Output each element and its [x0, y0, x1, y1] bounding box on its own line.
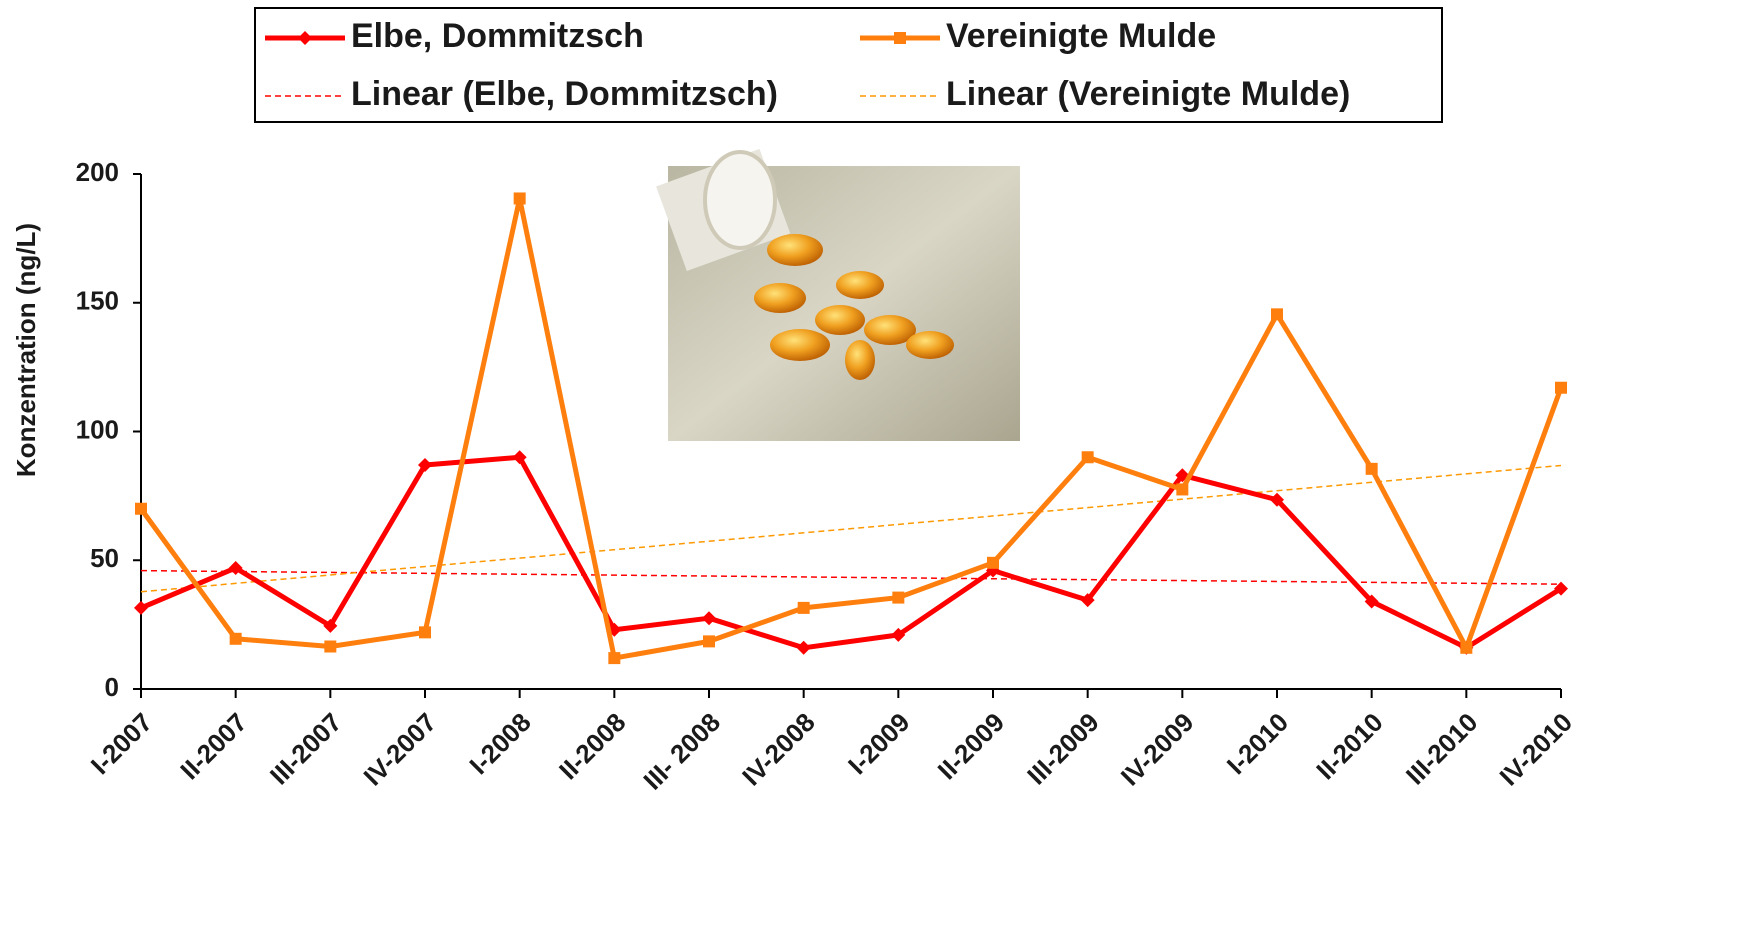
x-tick-label: IV-2009 — [1115, 707, 1200, 792]
x-tick-label: I-2007 — [85, 707, 158, 780]
marker — [229, 632, 242, 645]
x-tick-label: II-2010 — [1310, 707, 1388, 785]
y-tick-label: 200 — [76, 157, 119, 187]
marker — [1555, 381, 1567, 394]
marker — [1364, 594, 1379, 609]
x-tick-label: I-2010 — [1221, 707, 1294, 780]
x-tick-label: III-2010 — [1400, 707, 1484, 791]
marker — [298, 31, 312, 45]
x-tick-label: II-2009 — [932, 707, 1010, 785]
x-tick-label: II-2007 — [174, 707, 252, 785]
marker — [608, 652, 621, 665]
marker — [796, 640, 811, 655]
trendline — [140, 569, 1562, 585]
marker — [797, 601, 810, 614]
trendline — [140, 464, 1562, 593]
marker — [891, 627, 906, 642]
y-tick-label: 50 — [90, 543, 119, 573]
marker — [228, 560, 243, 575]
marker — [703, 635, 715, 648]
legend-label: Linear (Vereinigte Mulde) — [946, 75, 1350, 113]
marker — [323, 618, 338, 633]
marker — [135, 502, 147, 515]
legend-box — [254, 7, 1443, 123]
marker — [1460, 641, 1473, 654]
photo — [656, 148, 1020, 441]
marker — [134, 600, 148, 615]
y-tick-label: 0 — [105, 672, 119, 702]
x-tick-label: III- 2008 — [637, 707, 726, 796]
x-tick-label: II-2008 — [553, 707, 631, 785]
x-tick-label: III-2009 — [1021, 707, 1105, 791]
marker — [892, 591, 905, 604]
x-tick-label: I-2009 — [842, 707, 915, 780]
y-tick-label: 150 — [76, 286, 119, 316]
marker — [1081, 451, 1094, 464]
x-tick-label: IV-2010 — [1494, 707, 1579, 792]
marker — [513, 192, 526, 205]
marker — [512, 450, 527, 465]
marker — [1270, 492, 1284, 507]
marker — [1554, 581, 1568, 596]
x-tick-label: I-2008 — [463, 707, 536, 780]
marker — [419, 626, 431, 639]
legend-label: Elbe, Dommitzsch — [351, 17, 644, 55]
series-line — [140, 454, 1563, 651]
marker — [987, 556, 999, 569]
series-line — [138, 195, 1564, 661]
marker — [894, 32, 906, 44]
x-tick-label: IV-2008 — [736, 707, 821, 792]
marker — [324, 640, 337, 653]
legend-label: Linear (Elbe, Dommitzsch) — [351, 75, 778, 113]
marker — [1365, 462, 1378, 475]
x-tick-label: IV-2007 — [358, 707, 443, 792]
x-tick-label: III-2007 — [264, 707, 348, 791]
y-tick-label: 100 — [76, 414, 119, 444]
marker — [1080, 593, 1095, 608]
marker — [418, 457, 432, 472]
marker — [1176, 483, 1189, 496]
legend-label: Vereinigte Mulde — [946, 17, 1216, 55]
y-axis-label: Konzentration (ng/L) — [11, 223, 41, 477]
marker — [702, 611, 716, 626]
marker — [1271, 308, 1283, 321]
